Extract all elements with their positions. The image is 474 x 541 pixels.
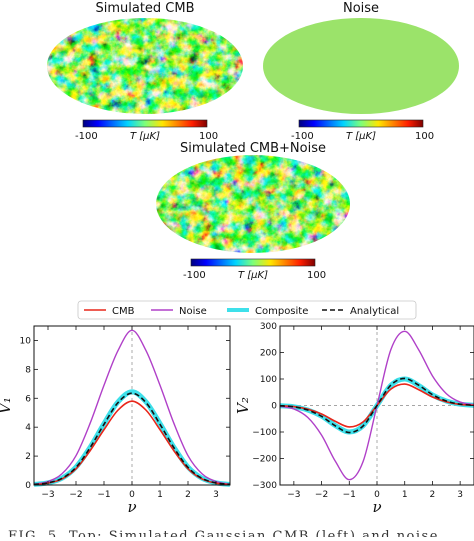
x-tick-label: 0 <box>129 490 135 500</box>
map-title: Simulated CMB+Noise <box>180 141 326 156</box>
chart-legend: CMB Noise Composite Analytical <box>77 300 417 320</box>
x-tick-label: −1 <box>343 490 356 500</box>
x-axis-label: ν <box>127 498 136 516</box>
y-tick-label: −200 <box>252 455 277 465</box>
y-axis-label: V₁ <box>0 397 14 414</box>
colorbar-unit-label: T [μK] <box>130 131 160 142</box>
cmb-map-texture <box>156 155 350 253</box>
y-tick-label: 10 <box>20 336 32 346</box>
series-line-analytical <box>279 377 474 434</box>
chart-panel-0: −3 −2 −1 0 1 2 3 0 2 4 6 8 10 ν V₁ <box>0 325 231 516</box>
sky-map-0: Simulated CMB -100 T [μK] 100 <box>47 1 243 142</box>
legend-label-composite: Composite <box>255 306 308 317</box>
colorbar-max-label: 100 <box>307 270 326 281</box>
y-tick-label: 0 <box>271 402 277 412</box>
map-title: Noise <box>343 1 379 16</box>
y-tick-label: 300 <box>260 322 277 332</box>
colorbar <box>298 119 424 128</box>
x-tick-label: 2 <box>430 490 436 500</box>
x-tick-label: −3 <box>287 490 300 500</box>
y-tick-label: 8 <box>25 365 31 375</box>
x-tick-label: 2 <box>185 490 191 500</box>
x-tick-label: 3 <box>457 490 463 500</box>
y-tick-label: 200 <box>260 349 277 359</box>
chart-panel-1: −3 −2 −1 0 1 2 3 −300 −200 −100 0 100 200 300 ν V₂ <box>234 322 474 516</box>
x-tick-label: −2 <box>315 490 328 500</box>
sky-map-1: Noise -100 T [μK] 100 <box>263 1 459 142</box>
y-tick-label: 6 <box>25 394 31 404</box>
colorbar-unit-label: T [μK] <box>238 270 268 281</box>
x-tick-label: 0 <box>374 490 380 500</box>
series-line-analytical <box>33 392 231 486</box>
y-tick-label: 4 <box>25 423 31 433</box>
sky-map-2: Simulated CMB+Noise -100 T [μK] 100 <box>156 141 350 281</box>
colorbar <box>190 258 316 267</box>
y-tick-label: −100 <box>252 428 277 438</box>
y-tick-label: 0 <box>25 481 31 491</box>
colorbar-max-label: 100 <box>415 131 434 142</box>
y-axis-label: V₂ <box>234 397 252 414</box>
x-tick-label: 1 <box>157 490 163 500</box>
map-title: Simulated CMB <box>95 1 194 16</box>
colorbar-min-label: -100 <box>291 131 314 142</box>
x-tick-label: −2 <box>69 490 82 500</box>
legend-label-cmb: CMB <box>112 306 135 317</box>
x-tick-label: 1 <box>402 490 408 500</box>
colorbar <box>82 119 208 128</box>
legend-label-noise: Noise <box>179 306 207 317</box>
x-tick-label: 3 <box>213 490 219 500</box>
caption-fragment: FIG. 5. Top: Simulated Gaussian CMB (lef… <box>8 529 439 537</box>
y-tick-label: 100 <box>260 375 277 385</box>
x-tick-label: −3 <box>41 490 54 500</box>
colorbar-min-label: -100 <box>183 270 206 281</box>
y-tick-label: −300 <box>252 481 277 491</box>
colorbar-unit-label: T [μK] <box>346 131 376 142</box>
x-tick-label: −1 <box>97 490 110 500</box>
colorbar-max-label: 100 <box>199 131 218 142</box>
x-axis-label: ν <box>372 498 381 516</box>
y-tick-label: 2 <box>25 452 31 462</box>
noise-map-ellipse <box>263 18 459 114</box>
cmb-map-texture <box>47 18 243 114</box>
legend-label-analytical: Analytical <box>350 306 399 317</box>
colorbar-min-label: -100 <box>75 131 98 142</box>
series-line-noise <box>33 329 231 485</box>
